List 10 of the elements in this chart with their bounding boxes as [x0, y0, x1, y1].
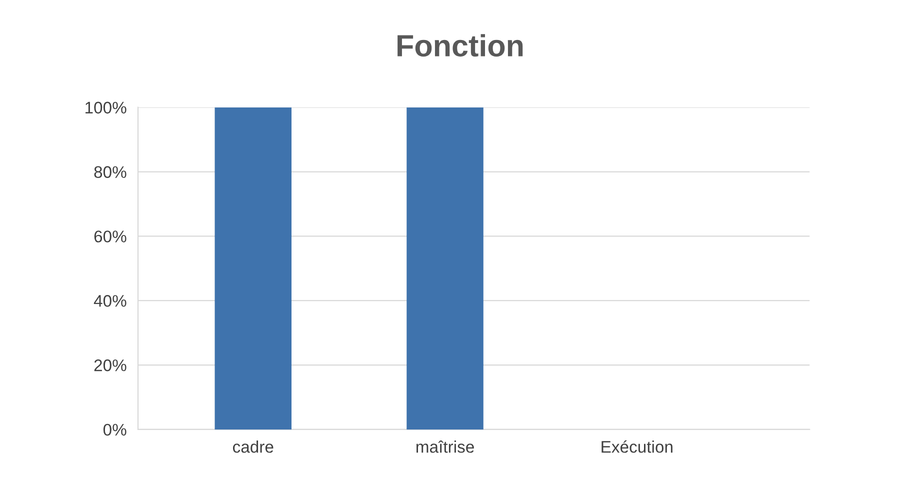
y-tick-label: 20% [94, 359, 126, 372]
y-tick-label: 40% [94, 295, 126, 307]
y-tick-label: 0% [103, 424, 126, 436]
y-tick-label: 100% [86, 102, 126, 114]
chart-title: Fonction [398, 34, 523, 57]
x-tick-label: Exécution [602, 440, 672, 453]
x-tick-label: cadre [232, 440, 274, 453]
y-tick-label: 80% [94, 166, 126, 178]
y-tick-label: 60% [94, 230, 126, 242]
x-tick-label: maîtrise [416, 440, 474, 453]
